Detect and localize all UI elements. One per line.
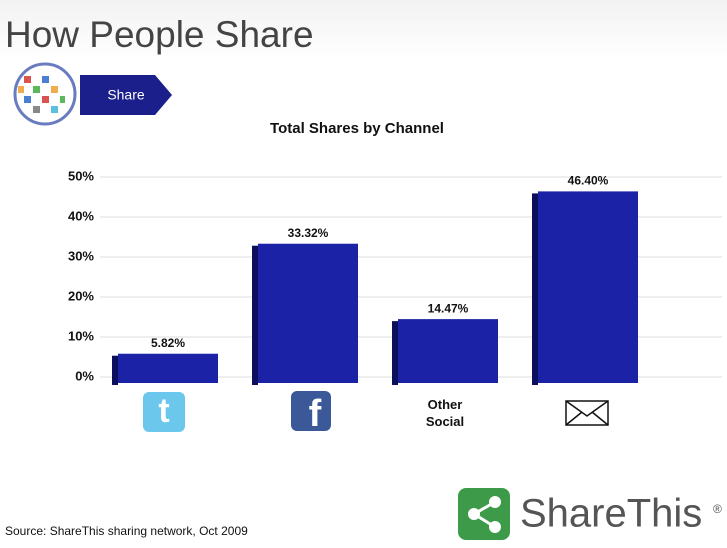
svg-text:t: t <box>158 392 169 430</box>
y-tick-label: 50% <box>68 168 94 183</box>
svg-text:f: f <box>309 393 322 435</box>
x-tick-label: Other Social <box>425 397 465 429</box>
slide-title: How People Share <box>5 14 314 55</box>
logo-text: ShareThis <box>520 492 702 536</box>
y-tick-label: 30% <box>68 248 94 263</box>
email-icon <box>565 400 609 426</box>
bar <box>538 191 638 383</box>
bar <box>258 243 358 383</box>
bar-side <box>112 355 118 385</box>
globe-icon <box>13 62 77 126</box>
bar-side <box>252 245 258 385</box>
value-label: 5.82% <box>151 336 185 350</box>
share-button[interactable] <box>80 75 172 115</box>
y-tick-label: 10% <box>68 328 94 343</box>
source-note: Source: ShareThis sharing network, Oct 2… <box>5 524 248 538</box>
logo-mark: ® <box>713 502 722 516</box>
sharethis-logo <box>458 488 510 540</box>
share-button-label: Share <box>107 87 145 103</box>
y-tick-label: 0% <box>75 368 94 383</box>
bar <box>398 319 498 383</box>
value-label: 46.40% <box>568 174 609 188</box>
bar-side <box>532 193 538 385</box>
y-tick-label: 40% <box>68 208 94 223</box>
twitter-icon: t <box>143 392 185 432</box>
y-tick-label: 20% <box>68 288 94 303</box>
header-bg <box>0 0 727 60</box>
facebook-icon: f <box>291 391 331 435</box>
chart-title: Total Shares by Channel <box>270 120 444 137</box>
value-label: 14.47% <box>428 301 469 315</box>
bar <box>118 353 218 383</box>
value-label: 33.32% <box>288 226 329 240</box>
bar-side <box>392 321 398 385</box>
